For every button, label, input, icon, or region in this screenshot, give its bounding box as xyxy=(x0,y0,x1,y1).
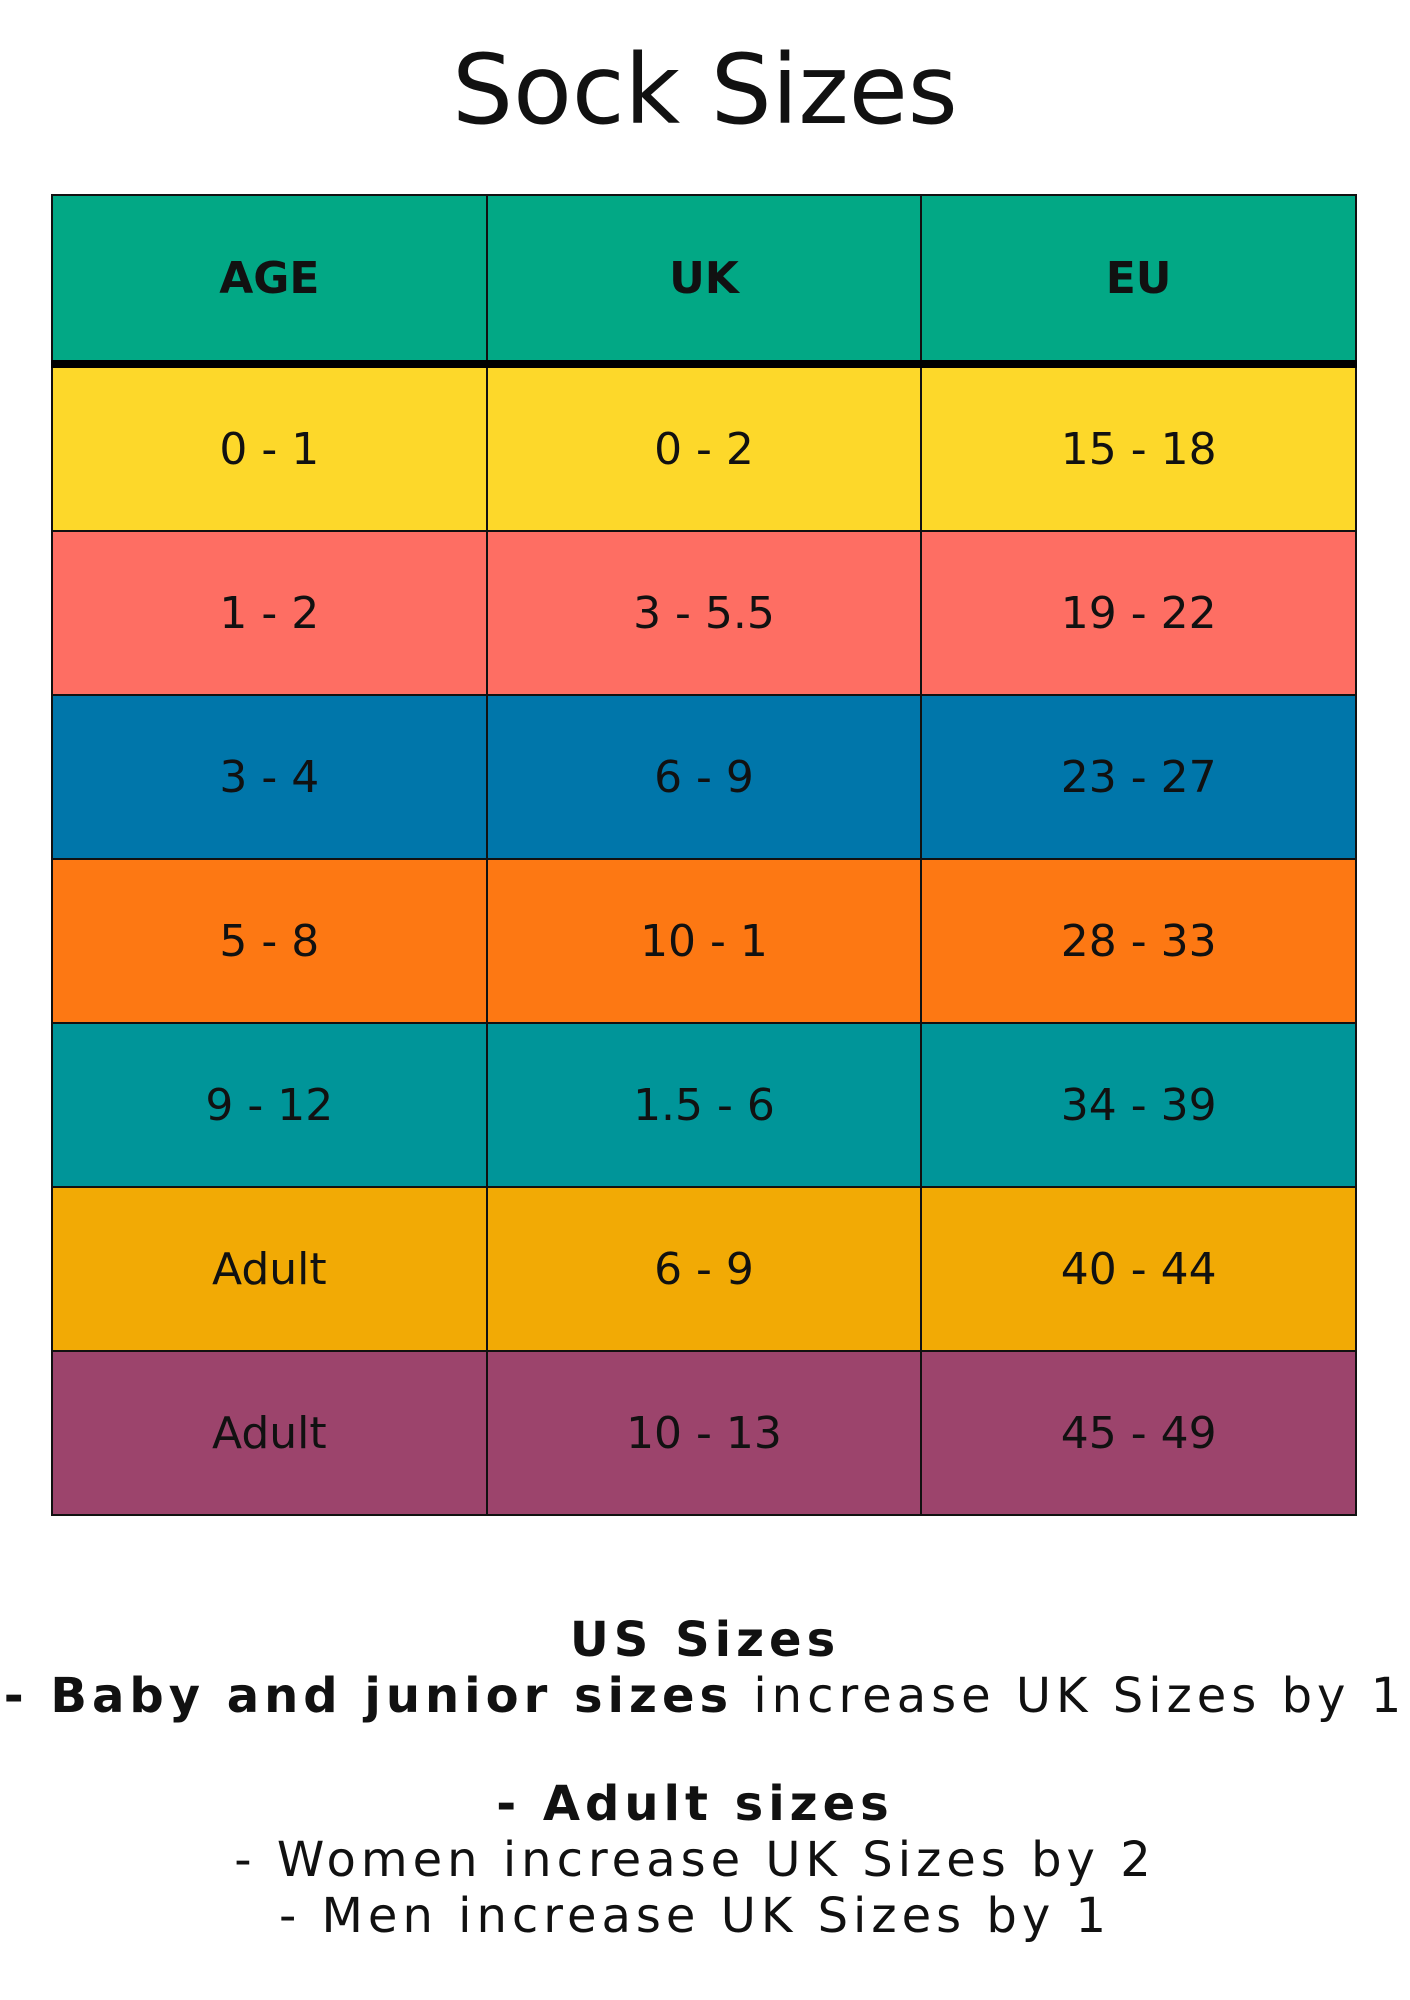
table-cell: 6 - 9 xyxy=(485,694,923,860)
table-cell: 3 - 5.5 xyxy=(485,530,923,696)
header-cell: EU xyxy=(920,194,1357,368)
table-cell: 34 - 39 xyxy=(920,1022,1357,1188)
adult-heading: - Adult sizes xyxy=(0,1776,1400,1832)
header-row: AGE UK EU xyxy=(51,194,1357,368)
table-cell: 10 - 13 xyxy=(485,1350,923,1516)
header-cell: UK xyxy=(485,194,923,368)
note-heading: - Adult sizes xyxy=(496,1776,894,1832)
table-cell: 0 - 2 xyxy=(485,363,923,532)
table-cell: 23 - 27 xyxy=(920,694,1357,860)
note-bold: - Baby and junior sizes xyxy=(3,1668,734,1724)
adult-note: - Women increase UK Sizes by 2 xyxy=(0,1832,1400,1888)
note-text: - Women increase UK Sizes by 2 xyxy=(234,1832,1156,1888)
table-cell: Adult xyxy=(51,1350,488,1516)
table-cell: 15 - 18 xyxy=(920,363,1357,532)
table-row: Adult 10 - 13 45 - 49 xyxy=(51,1350,1357,1516)
us-heading: US Sizes xyxy=(0,1612,1410,1668)
table-cell: 6 - 9 xyxy=(485,1186,923,1352)
table-cell: 19 - 22 xyxy=(920,530,1357,696)
table-cell: 28 - 33 xyxy=(920,858,1357,1024)
note-heading: US Sizes xyxy=(569,1612,841,1668)
table-cell: 10 - 1 xyxy=(485,858,923,1024)
table-row: 5 - 8 10 - 1 28 - 33 xyxy=(51,858,1357,1024)
table-cell: 3 - 4 xyxy=(51,694,488,860)
table-cell: 1.5 - 6 xyxy=(485,1022,923,1188)
table-row: 9 - 12 1.5 - 6 34 - 39 xyxy=(51,1022,1357,1188)
table-cell: 5 - 8 xyxy=(51,858,488,1024)
table-cell: Adult xyxy=(51,1186,488,1352)
note-text: increase UK Sizes by 1 xyxy=(753,1668,1407,1724)
table-cell: 1 - 2 xyxy=(51,530,488,696)
header-cell: AGE xyxy=(51,194,488,368)
table-row: Adult 6 - 9 40 - 44 xyxy=(51,1186,1357,1352)
adult-note: - Men increase UK Sizes by 1 xyxy=(0,1888,1400,1944)
title: Sock Sizes xyxy=(452,34,958,146)
junior-note: - Baby and junior sizes increase UK Size… xyxy=(0,1668,1410,1724)
table-cell: 40 - 44 xyxy=(920,1186,1357,1352)
table-cell: 45 - 49 xyxy=(920,1350,1357,1516)
table-cell: 9 - 12 xyxy=(51,1022,488,1188)
note-text: - Men increase UK Sizes by 1 xyxy=(278,1888,1112,1944)
table-cell: 0 - 1 xyxy=(51,363,488,532)
